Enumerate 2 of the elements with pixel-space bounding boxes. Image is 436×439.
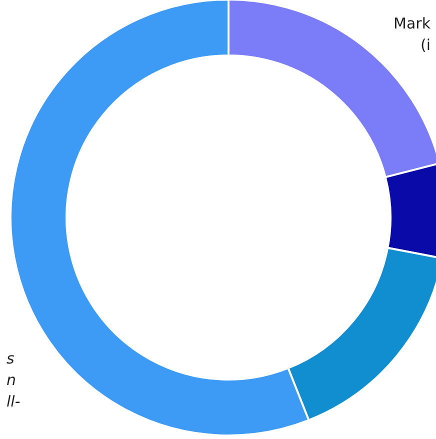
text: Mark (i xyxy=(394,14,431,54)
text: s n ll- xyxy=(6,350,20,411)
